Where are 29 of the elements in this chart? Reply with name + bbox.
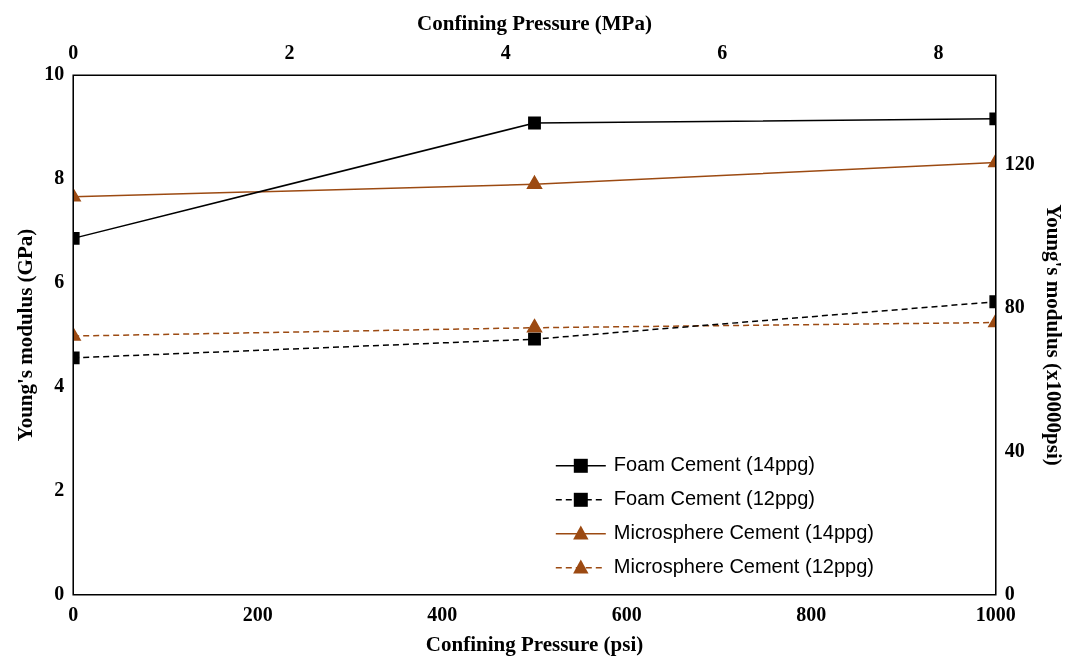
x-axis-title: Confining Pressure (psi) (425, 631, 644, 656)
legend-label: Microsphere Cement (12ppg) (613, 555, 874, 578)
x-tick-label: 600 (611, 602, 642, 625)
x2-tick-label: 8 (933, 41, 944, 64)
y2-tick-label: 80 (1004, 295, 1025, 318)
y2-tick-label: 0 (1004, 581, 1015, 604)
y-tick-label: 4 (54, 374, 65, 397)
legend-label: Foam Cement (14ppg) (613, 453, 815, 476)
y-tick-label: 0 (54, 581, 65, 604)
x2-axis-title: Confining Pressure (MPa) (417, 11, 652, 36)
y2-axis-title: Young's modulus (x10000psi) (1041, 204, 1066, 466)
y-tick-label: 2 (54, 478, 65, 501)
y-axis-title: Young's modulus (GPa) (13, 228, 38, 442)
x2-tick-label: 6 (717, 41, 728, 64)
y-tick-label: 8 (54, 166, 65, 189)
x-tick-label: 1000 (975, 602, 1016, 625)
y-tick-label: 10 (44, 62, 65, 85)
x-tick-label: 0 (68, 602, 79, 625)
x-tick-label: 800 (796, 602, 827, 625)
x-tick-label: 200 (242, 602, 273, 625)
x2-tick-label: 0 (68, 41, 79, 64)
y2-tick-label: 40 (1004, 438, 1025, 461)
legend-label: Foam Cement (12ppg) (613, 487, 815, 510)
legend-label: Microsphere Cement (14ppg) (613, 521, 874, 544)
x-tick-label: 400 (427, 602, 458, 625)
y-tick-label: 6 (54, 270, 65, 293)
x2-tick-label: 2 (284, 41, 295, 64)
x2-tick-label: 4 (500, 41, 511, 64)
y2-tick-label: 120 (1004, 151, 1035, 174)
